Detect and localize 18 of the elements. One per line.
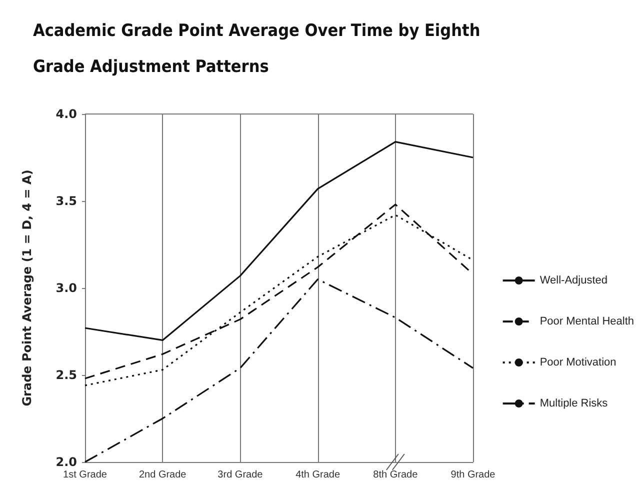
y-tick-label: 2.5 (56, 368, 77, 382)
x-tick-label: 4th Grade (296, 470, 340, 480)
x-tick-label: 1st Grade (63, 470, 108, 480)
x-tick-label: 3rd Grade (218, 470, 264, 480)
x-tick-label: 8th Grade (373, 470, 418, 480)
chart-title: Academic Grade Point Average Over Time by Eighth Grade Adjustment Patterns (33, 21, 486, 77)
x-tick-label: 9th Grade (450, 470, 496, 480)
y-axis-title: Grade Point Average (1 = D, 4 = A) (20, 170, 34, 406)
legend-label: Well-Adjusted (540, 274, 608, 286)
y-tick-label: 3.0 (56, 281, 77, 295)
y-tick-label: 2.0 (56, 455, 77, 469)
x-tick-label: 2nd Grade (138, 470, 187, 480)
legend-label: Multiple Risks (540, 398, 608, 410)
y-tick-label: 3.5 (56, 194, 77, 208)
legend-label: Poor Mental Health (540, 316, 634, 328)
legend-label: Poor Motivation (540, 356, 616, 368)
line-series (84, 141, 474, 341)
y-tick-label: 4.0 (56, 107, 77, 121)
